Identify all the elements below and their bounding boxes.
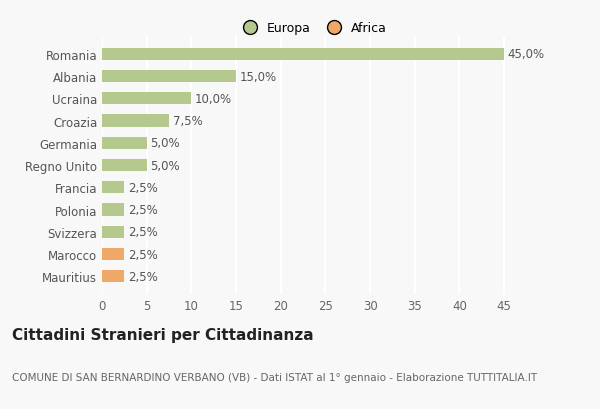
Text: Cittadini Stranieri per Cittadinanza: Cittadini Stranieri per Cittadinanza (12, 327, 314, 342)
Text: 5,0%: 5,0% (150, 159, 180, 172)
Bar (102, 160, 146, 172)
Text: 10,0%: 10,0% (195, 92, 232, 106)
Bar (102, 204, 124, 216)
Legend: Europa, Africa: Europa, Africa (232, 17, 392, 40)
Text: 2,5%: 2,5% (128, 181, 158, 194)
Text: 2,5%: 2,5% (128, 248, 158, 261)
Bar (102, 226, 124, 238)
Text: 5,0%: 5,0% (150, 137, 180, 150)
Bar (102, 71, 236, 83)
Text: 7,5%: 7,5% (173, 115, 202, 128)
Bar (102, 115, 169, 127)
Bar (102, 271, 124, 283)
Text: 2,5%: 2,5% (128, 226, 158, 239)
Text: 2,5%: 2,5% (128, 270, 158, 283)
Text: 15,0%: 15,0% (239, 70, 277, 83)
Text: COMUNE DI SAN BERNARDINO VERBANO (VB) - Dati ISTAT al 1° gennaio - Elaborazione : COMUNE DI SAN BERNARDINO VERBANO (VB) - … (12, 372, 537, 382)
Bar (102, 93, 191, 105)
Bar (102, 182, 124, 194)
Text: 2,5%: 2,5% (128, 204, 158, 216)
Bar (102, 137, 146, 150)
Bar (102, 49, 504, 61)
Text: 45,0%: 45,0% (508, 48, 545, 61)
Bar (102, 248, 124, 261)
